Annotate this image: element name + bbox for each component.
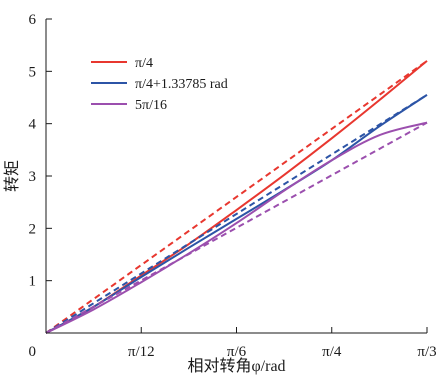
dashed-series-line (45, 60, 428, 334)
ticks: π/12 π/6 π/4 π/3 1 2 3 4 5 6 (29, 12, 437, 360)
y-tick-label: 1 (29, 274, 37, 290)
y-tick-label: 4 (29, 117, 37, 133)
legend-label: 5π/16 (135, 98, 167, 113)
x-tick-label: π/3 (417, 344, 436, 360)
y-tick-label: 6 (29, 12, 37, 28)
solid-series-line (45, 121, 428, 334)
dashed-series-line (45, 121, 428, 334)
legend: π/4 π/4+1.33785 rad 5π/16 (91, 56, 228, 113)
x-tick-label: π/12 (128, 344, 155, 360)
x-tick-label: π/6 (227, 344, 247, 360)
x-axis-title: 相对转角φ/rad (187, 357, 285, 375)
y-tick-label: 2 (29, 221, 37, 237)
axes (45, 19, 427, 334)
legend-label: π/4+1.33785 rad (135, 77, 228, 92)
y-axis-title: 转矩 (3, 160, 21, 192)
y-tick-label: 3 (29, 169, 37, 185)
y-tick-label: 5 (29, 64, 37, 80)
x-tick-label: π/4 (322, 344, 342, 360)
legend-label: π/4 (135, 56, 153, 71)
origin-label: 0 (29, 344, 37, 360)
series-lines (45, 60, 428, 334)
dashed-series-line (45, 94, 428, 334)
